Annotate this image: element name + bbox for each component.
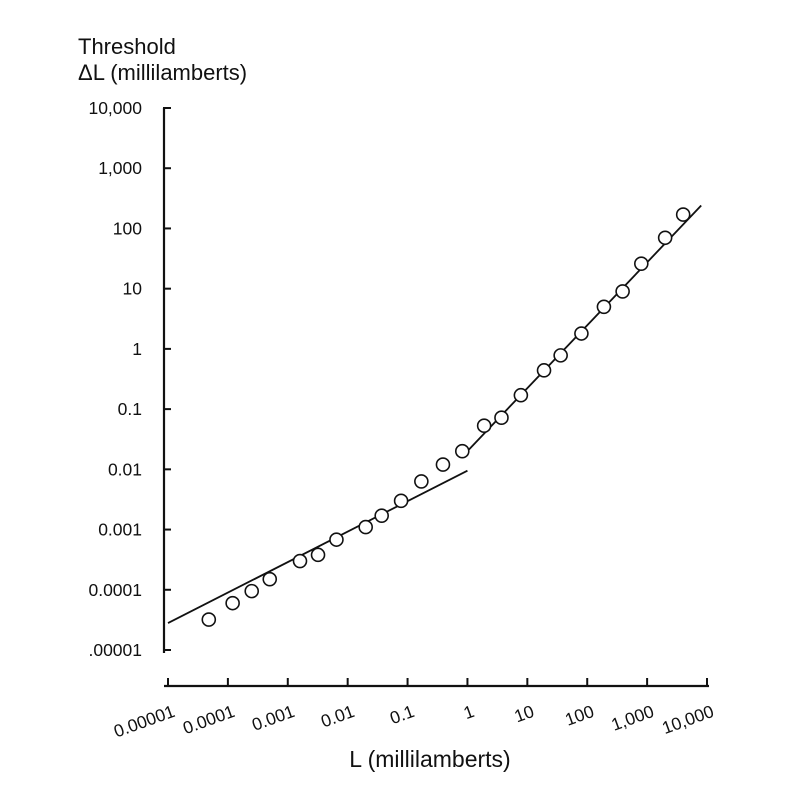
data-point [374,508,389,523]
y-tick-label: 100 [113,218,142,238]
x-axis-title: L (millilamberts) [349,746,511,772]
data-point [454,443,470,459]
x-tick-label: 0.1 [387,701,417,728]
y-axis-title-line-1: Threshold [78,34,176,59]
y-tick-label: 0.1 [118,399,142,419]
y-tick-label: 0.01 [108,459,142,479]
data-point [553,348,568,363]
data-point [329,532,344,547]
x-tick-label: 10 [512,701,537,727]
data-point [513,387,529,403]
data-point [393,493,409,509]
data-point [615,284,630,299]
data-point [310,547,326,563]
data-point [657,230,673,246]
data-point [201,612,217,627]
data-point [358,519,373,535]
data-point [292,553,308,569]
data-point [675,207,691,222]
y-ticks: 10,000 1,000 100 10 1 0.1 0.01 0.001 0.0001 .0000… [88,98,171,660]
x-tick-label: 0.0001 [180,701,237,738]
data-point [414,474,429,489]
data-point [536,363,552,378]
x-tick-label: 100 [562,701,597,730]
y-tick-label: 1 [132,339,142,359]
y-tick-label: 10 [123,279,143,299]
fit-line [167,469,468,624]
y-tick-label: 0.0001 [88,580,142,600]
y-tick-label: .00001 [88,640,142,660]
x-tick-label: 1,000 [608,701,656,735]
x-tick-label: 0.001 [249,701,297,735]
x-tick-label: 0.00001 [111,701,177,741]
x-tick-label: 10,000 [659,701,716,738]
data-points [201,207,691,627]
data-point [596,299,612,315]
y-tick-label: 0.001 [98,520,142,540]
data-point [574,326,589,341]
data-point [262,571,278,587]
data-point [634,256,649,271]
x-ticks: 0.00001 0.0001 0.001 0.01 0.1 1 10 100 1,000 10,0… [111,678,717,741]
data-point [476,418,492,434]
data-point [225,595,240,611]
data-point [435,457,451,472]
data-point [244,583,260,599]
data-point [494,410,509,426]
fit-lines [167,204,702,624]
x-tick-label: 0.01 [318,701,357,731]
y-axis-title-line-2: ΔL (millilamberts) [78,60,248,85]
x-tick-label: 1 [461,701,477,723]
y-tick-label: 1,000 [98,158,142,178]
y-tick-label: 10,000 [88,98,142,118]
